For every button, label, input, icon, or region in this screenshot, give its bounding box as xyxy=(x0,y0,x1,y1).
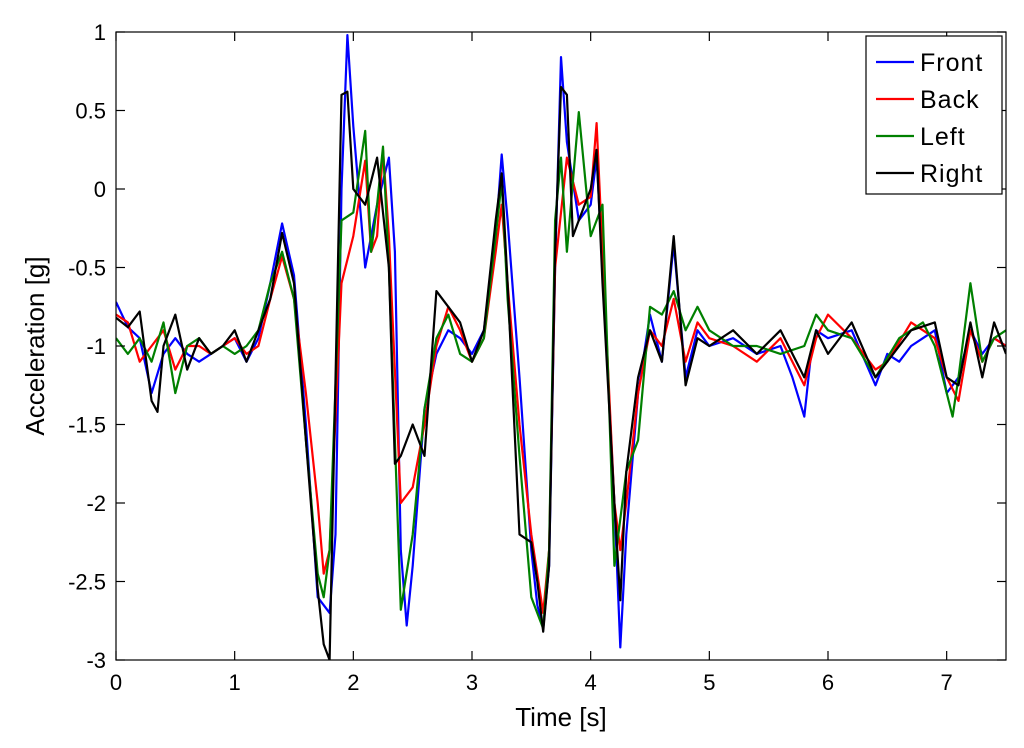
legend-label-back: Back xyxy=(920,86,980,114)
x-axis-label: Time [s] xyxy=(515,702,606,732)
y-tick-label: 0.5 xyxy=(75,99,106,124)
y-tick-label: 0 xyxy=(94,177,106,202)
y-tick-label: -3 xyxy=(86,648,106,673)
y-axis-label: Acceleration [g] xyxy=(20,256,50,435)
x-tick-label: 2 xyxy=(347,670,359,695)
y-tick-label: -2.5 xyxy=(68,570,106,595)
legend-label-right: Right xyxy=(920,160,983,188)
ticks-layer: 0 1 2 3 4 5 6 7 1 0.5 0 -0.5 -1 -1.5 -2 -2.5 -3 xyxy=(68,20,1006,695)
legend-label-left: Left xyxy=(920,123,966,151)
x-tick-label: 3 xyxy=(466,670,478,695)
y-tick-label: -2 xyxy=(86,491,106,516)
series-line-right xyxy=(116,85,1006,660)
series-line-front xyxy=(116,34,1006,649)
x-tick-label: 1 xyxy=(229,670,241,695)
x-tick-label: 4 xyxy=(585,670,597,695)
x-tick-label: 6 xyxy=(822,670,834,695)
y-tick-label: -1 xyxy=(86,334,106,359)
series-layer xyxy=(116,34,1006,660)
x-tick-label: 5 xyxy=(703,670,715,695)
legend: Front Back Left Right xyxy=(865,35,1003,195)
y-tick-label: -0.5 xyxy=(68,256,106,281)
legend-label-front: Front xyxy=(920,49,983,77)
x-tick-label: 0 xyxy=(110,670,122,695)
y-tick-label: -1.5 xyxy=(68,413,106,438)
y-tick-label: 1 xyxy=(94,20,106,45)
x-tick-label: 7 xyxy=(941,670,953,695)
